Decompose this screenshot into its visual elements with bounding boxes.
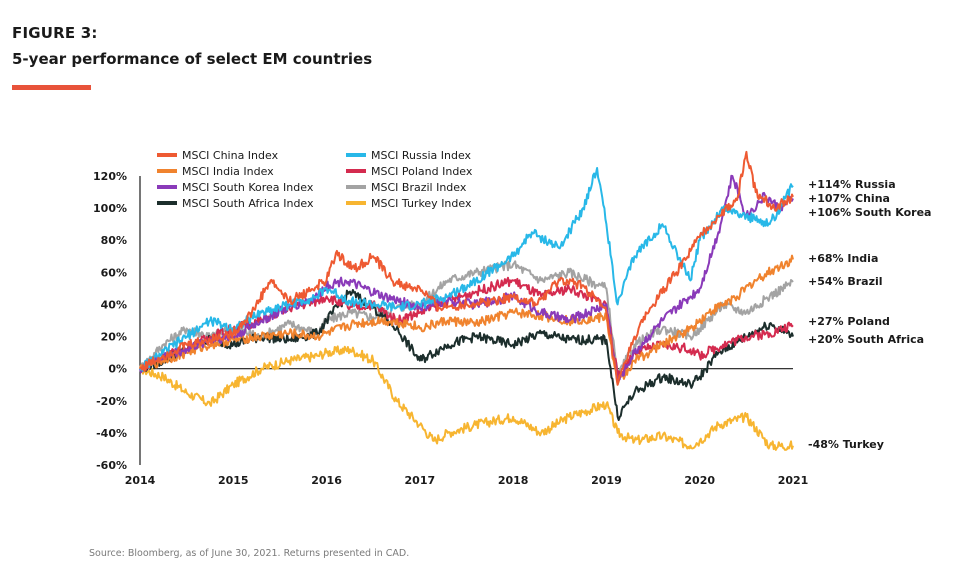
end-label-msci-china-index: +107% China — [808, 192, 890, 205]
legend-label: MSCI South Korea Index — [182, 181, 314, 194]
end-label-msci-russia-index: +114% Russia — [808, 178, 896, 191]
x-tick-label: 2018 — [498, 474, 529, 487]
y-tick-label: 0% — [108, 363, 127, 376]
accent-bar — [12, 85, 91, 90]
series-line-msci-india-index — [139, 254, 794, 386]
end-labels: +107% China +68% India +106% South Korea +2… — [808, 178, 931, 451]
y-tick-label: 120% — [93, 170, 127, 183]
x-tick-label: 2019 — [591, 474, 622, 487]
end-label-msci-turkey-index: -48% Turkey — [808, 438, 884, 451]
x-tick-label: 2020 — [684, 474, 715, 487]
x-tick-label: 2015 — [218, 474, 249, 487]
end-label-msci-india-index: +68% India — [808, 252, 878, 265]
end-label-msci-south-africa-index: +20% South Africa — [808, 333, 924, 346]
chart-series — [139, 150, 794, 451]
y-tick-label: 40% — [101, 298, 127, 311]
y-tick-label: 20% — [101, 331, 127, 344]
legend-label: MSCI China Index — [182, 149, 279, 162]
chart-legend: MSCI China Index MSCI India Index MSCI Sou… — [157, 149, 473, 210]
end-label-msci-poland-index: +27% Poland — [808, 315, 890, 328]
y-tick-label: -20% — [96, 395, 127, 408]
legend-label: MSCI Poland Index — [371, 165, 473, 178]
legend-label: MSCI Turkey Index — [371, 197, 472, 210]
y-tick-label: 60% — [101, 266, 127, 279]
chart-axes: -60% -40% -20% 0% 20% 40% 60% 80% 100% 120% 2014 20… — [93, 170, 808, 487]
series-line-msci-china-index — [139, 150, 794, 386]
source-note: Source: Bloomberg, as of June 30, 2021. … — [89, 548, 410, 559]
legend-label: MSCI Russia Index — [371, 149, 472, 162]
end-label-msci-brazil-index: +54% Brazil — [808, 275, 883, 288]
x-tick-label: 2014 — [125, 474, 156, 487]
figure-title: 5-year performance of select EM countrie… — [12, 50, 373, 68]
legend-label: MSCI South Africa Index — [182, 197, 314, 210]
x-tick-label: 2021 — [778, 474, 809, 487]
y-tick-label: 100% — [93, 202, 127, 215]
end-label-msci-south-korea-index: +106% South Korea — [808, 206, 931, 219]
series-line-msci-turkey-index — [139, 345, 794, 451]
legend-label: MSCI India Index — [182, 165, 274, 178]
y-tick-label: -40% — [96, 427, 127, 440]
y-tick-label: 80% — [101, 234, 127, 247]
x-tick-label: 2017 — [405, 474, 436, 487]
x-tick-label: 2016 — [311, 474, 342, 487]
y-tick-label: -60% — [96, 459, 127, 472]
legend-label: MSCI Brazil Index — [371, 181, 467, 194]
figure-label: FIGURE 3: — [12, 24, 98, 42]
